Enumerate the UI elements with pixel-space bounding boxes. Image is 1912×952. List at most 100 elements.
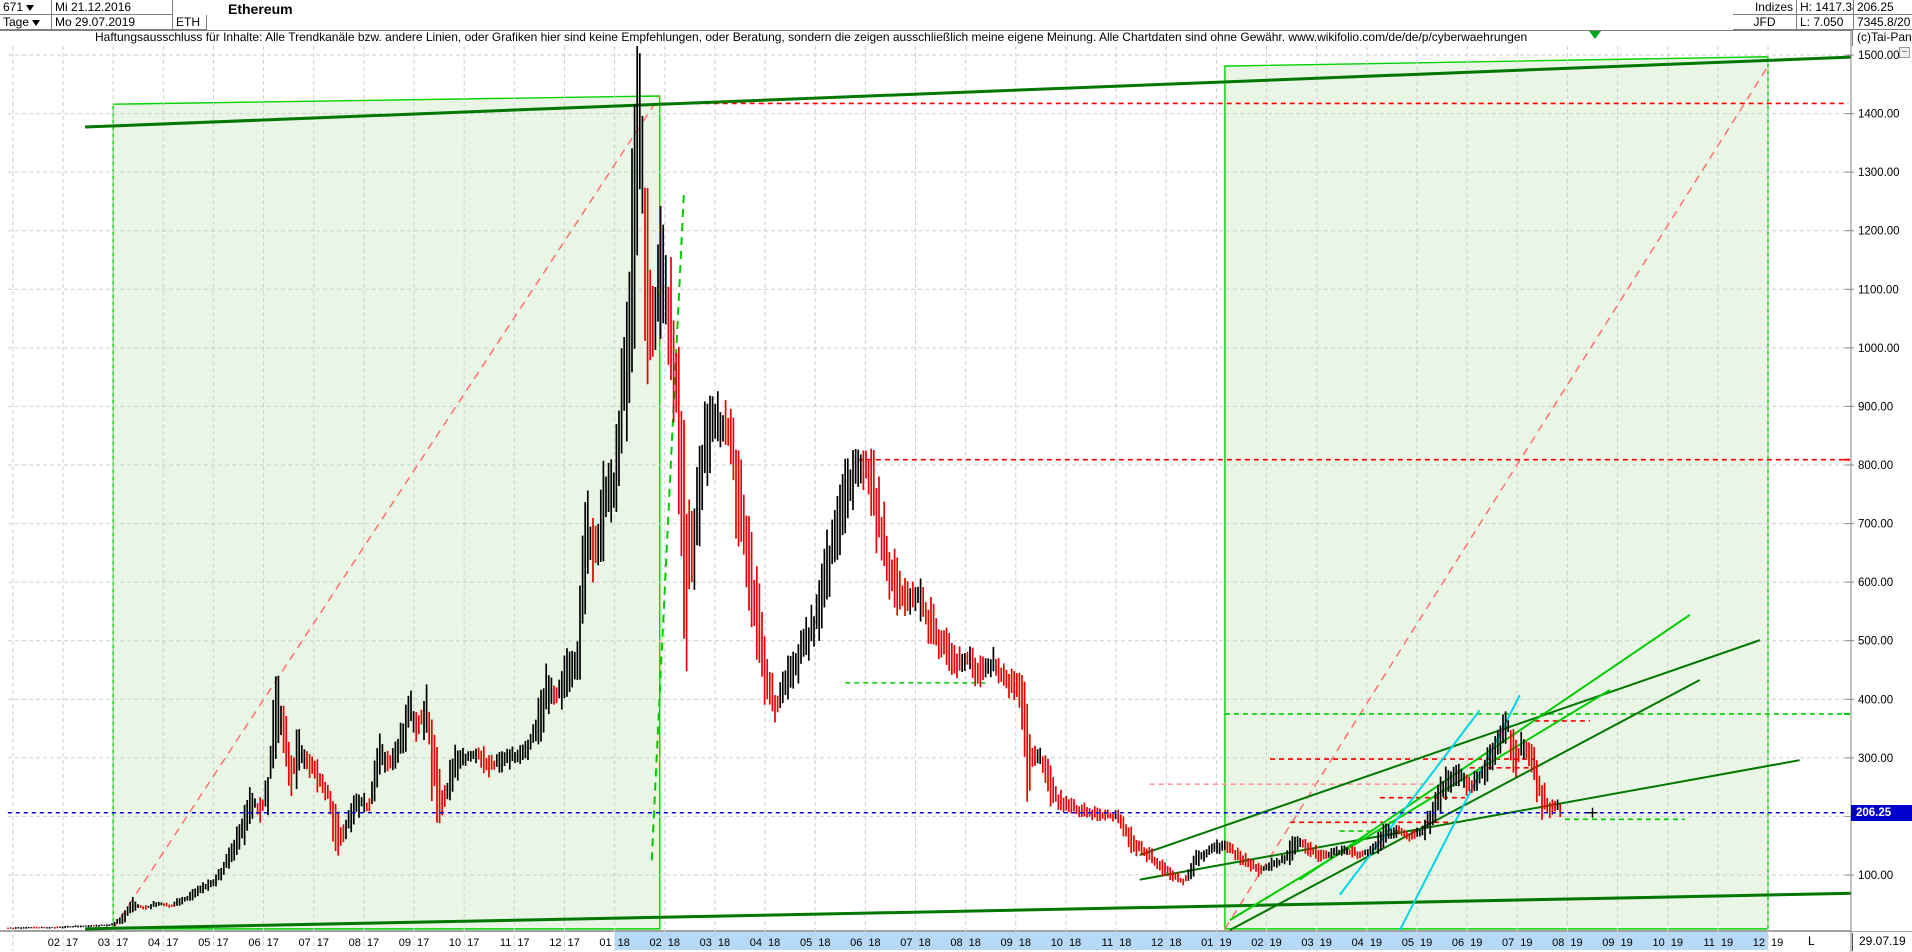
year-label: 18 xyxy=(868,937,880,949)
month-label: 03 xyxy=(700,937,712,949)
year-label: 19 xyxy=(1621,937,1633,949)
date-from-field: Mi 21.12.2016 xyxy=(52,0,173,15)
month-label: 04 xyxy=(1352,937,1364,949)
month-label: 03 xyxy=(1301,937,1313,949)
watermark-label: (c)Tai-Pan xyxy=(1852,30,1912,46)
y-axis-label: 800.00 xyxy=(1858,460,1893,472)
month-label: 09 xyxy=(1001,937,1013,949)
month-label: 04 xyxy=(750,937,762,949)
y-axis-label: 1300.00 xyxy=(1858,167,1900,179)
low-value: L: 7.050 xyxy=(1797,15,1854,30)
month-label: 03 xyxy=(98,937,110,949)
cyan-trend-2 xyxy=(1338,709,1481,896)
month-label: 07 xyxy=(900,937,912,949)
long-upper-support xyxy=(85,55,1860,129)
channel1-diagonal xyxy=(112,95,661,930)
date-to-field: Mo 29.07.2019 xyxy=(52,15,173,30)
year-label: 17 xyxy=(317,937,329,949)
year-label: 18 xyxy=(1019,937,1031,949)
last-price-value: 206.25 xyxy=(1854,0,1912,15)
broker-label: JFD xyxy=(1733,15,1797,30)
fan-line-2 xyxy=(1139,759,1800,881)
chevron-down-icon xyxy=(26,4,35,11)
year-label: 17 xyxy=(66,937,78,949)
year-label: 17 xyxy=(216,937,228,949)
y-axis-label: 700.00 xyxy=(1858,519,1893,531)
axis-end-label: L xyxy=(1808,934,1815,948)
year-label: 18 xyxy=(818,937,830,949)
month-label: 10 xyxy=(1051,937,1063,949)
month-label: 08 xyxy=(1552,937,1564,949)
month-label: 05 xyxy=(1402,937,1414,949)
year-label: 18 xyxy=(1069,937,1081,949)
year-label: 19 xyxy=(1420,937,1432,949)
y-axis-label: 1200.00 xyxy=(1858,226,1900,238)
year-label: 17 xyxy=(267,937,279,949)
year-label: 19 xyxy=(1520,937,1532,949)
year-label: 17 xyxy=(367,937,379,949)
feed-label: Indizes xyxy=(1733,0,1797,15)
year-label: 19 xyxy=(1470,937,1482,949)
year-label: 18 xyxy=(618,937,630,949)
y-axis-label: 1500.00 xyxy=(1858,50,1900,62)
y-axis-label: 500.00 xyxy=(1858,636,1893,648)
year-label: 19 xyxy=(1320,937,1332,949)
month-label: 09 xyxy=(1602,937,1614,949)
month-label: 02 xyxy=(650,937,662,949)
year-label: 18 xyxy=(668,937,680,949)
month-label: 02 xyxy=(1251,937,1263,949)
month-label: 08 xyxy=(950,937,962,949)
year-label: 19 xyxy=(1570,937,1582,949)
high-value: H: 1417.38 xyxy=(1797,0,1854,15)
month-label: 05 xyxy=(198,937,210,949)
year-label: 19 xyxy=(1270,937,1282,949)
axis-last-date: 29.07.19 xyxy=(1852,933,1912,951)
page-title: Ethereum xyxy=(228,1,293,17)
lime-trend-2 xyxy=(1229,689,1611,921)
collapse-axis-button[interactable]: − xyxy=(1899,47,1910,58)
y-axis-label: 400.00 xyxy=(1858,694,1893,706)
month-label: 07 xyxy=(298,937,310,949)
month-label: 08 xyxy=(349,937,361,949)
y-axis-label: 1000.00 xyxy=(1858,343,1900,355)
month-label: 12 xyxy=(549,937,561,949)
y-axis-label: 600.00 xyxy=(1858,577,1893,589)
month-label: 04 xyxy=(148,937,160,949)
month-label: 12 xyxy=(1753,937,1765,949)
month-label: 07 xyxy=(1502,937,1514,949)
year-label: 19 xyxy=(1370,937,1382,949)
year-label: 17 xyxy=(517,937,529,949)
current-price-tag: 206.25 xyxy=(1851,805,1912,821)
bars-count-dropdown[interactable]: 671 xyxy=(0,0,52,15)
y-axis-label: 1100.00 xyxy=(1858,284,1899,296)
month-label: 01 xyxy=(599,937,611,949)
month-label: 11 xyxy=(1102,937,1113,949)
year-label: 19 xyxy=(1671,937,1683,949)
year-label: 18 xyxy=(1119,937,1131,949)
month-label: 12 xyxy=(1151,937,1163,949)
month-label: 11 xyxy=(500,937,511,949)
year-label: 17 xyxy=(567,937,579,949)
disclaimer-text: Haftungsausschluss für Inhalte: Alle Tre… xyxy=(95,30,1528,44)
month-label: 02 xyxy=(48,937,60,949)
month-label: 09 xyxy=(399,937,411,949)
month-label: 06 xyxy=(248,937,260,949)
year-label: 19 xyxy=(1219,937,1231,949)
month-label: 06 xyxy=(850,937,862,949)
volume-info-value: 7345.8/20 xyxy=(1854,15,1912,30)
month-label: 11 xyxy=(1703,937,1714,949)
chevron-down-icon xyxy=(32,19,41,26)
timeframe-dropdown[interactable]: Tage xyxy=(0,15,52,30)
long-lower-support xyxy=(85,891,1860,931)
price-series xyxy=(7,46,1562,930)
fan-line-3 xyxy=(1229,679,1701,931)
y-axis-label: 100.00 xyxy=(1858,870,1893,882)
symbol-label: ETH xyxy=(173,15,207,30)
y-axis-label: 300.00 xyxy=(1858,753,1893,765)
year-label: 17 xyxy=(116,937,128,949)
x-axis-highlight-band xyxy=(614,932,1768,950)
fan-line-1 xyxy=(1139,639,1761,857)
year-label: 19 xyxy=(1721,937,1733,949)
channel2-diagonal xyxy=(1224,65,1769,930)
